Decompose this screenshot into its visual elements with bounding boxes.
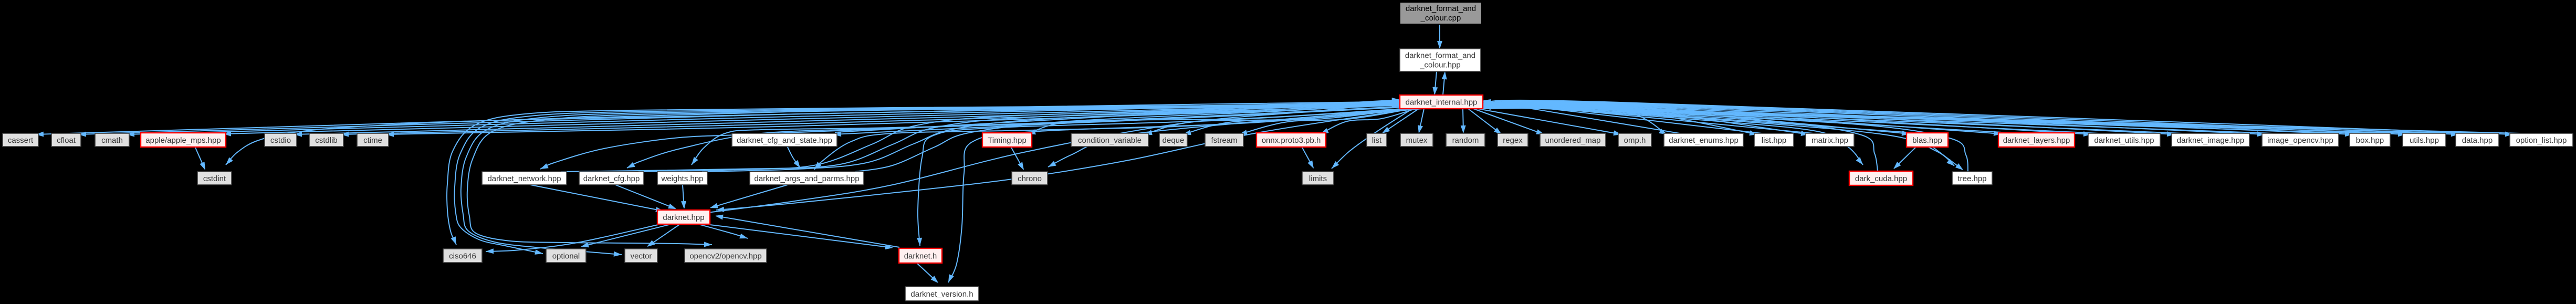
- svg-text:darknet_args_and_parms.hpp: darknet_args_and_parms.hpp: [754, 174, 859, 183]
- svg-text:cstdint: cstdint: [203, 174, 226, 183]
- svg-text:cstdlib: cstdlib: [315, 136, 338, 145]
- svg-text:cassert: cassert: [8, 136, 34, 145]
- svg-text:list: list: [1372, 136, 1382, 145]
- svg-text:cfloat: cfloat: [57, 136, 76, 145]
- svg-text:cstdio: cstdio: [270, 136, 291, 145]
- svg-text:darknet_network.hpp: darknet_network.hpp: [487, 174, 561, 183]
- svg-text:omp.h: omp.h: [1624, 136, 1646, 145]
- svg-text:_colour.hpp: _colour.hpp: [1419, 61, 1461, 70]
- svg-text:apple/apple_mps.hpp: apple/apple_mps.hpp: [145, 136, 221, 145]
- svg-text:box.hpp: box.hpp: [2356, 136, 2384, 145]
- svg-text:fstream: fstream: [1211, 136, 1237, 145]
- svg-text:unordered_map: unordered_map: [1545, 136, 1601, 145]
- svg-text:darknet.hpp: darknet.hpp: [663, 213, 704, 222]
- svg-text:dark_cuda.hpp: dark_cuda.hpp: [1855, 174, 1907, 183]
- svg-text:Timing.hpp: Timing.hpp: [988, 136, 1027, 145]
- svg-text:darknet_layers.hpp: darknet_layers.hpp: [2003, 136, 2070, 145]
- svg-text:cmath: cmath: [101, 136, 123, 145]
- svg-text:_colour.cpp: _colour.cpp: [1420, 14, 1461, 23]
- svg-text:data.hpp: data.hpp: [2462, 136, 2493, 145]
- svg-text:weights.hpp: weights.hpp: [661, 174, 703, 183]
- svg-text:opencv2/opencv.hpp: opencv2/opencv.hpp: [689, 252, 761, 261]
- svg-text:random: random: [1452, 136, 1479, 145]
- svg-text:darknet_format_and: darknet_format_and: [1406, 4, 1476, 13]
- svg-text:utils.hpp: utils.hpp: [2410, 136, 2439, 145]
- svg-text:blas.hpp: blas.hpp: [1912, 136, 1942, 145]
- svg-text:darknet_cfg.hpp: darknet_cfg.hpp: [583, 174, 640, 183]
- svg-text:darknet_image.hpp: darknet_image.hpp: [2177, 136, 2244, 145]
- svg-text:tree.hpp: tree.hpp: [1957, 174, 1986, 183]
- svg-text:optional: optional: [552, 252, 580, 261]
- svg-text:regex: regex: [1503, 136, 1523, 145]
- svg-text:option_list.hpp: option_list.hpp: [2516, 136, 2567, 145]
- svg-text:ciso646: ciso646: [449, 252, 476, 261]
- svg-text:vector: vector: [631, 252, 652, 261]
- svg-text:darknet_internal.hpp: darknet_internal.hpp: [1406, 98, 1478, 107]
- svg-text:matrix.hpp: matrix.hpp: [1811, 136, 1848, 145]
- svg-text:limits: limits: [1309, 174, 1327, 183]
- svg-text:chrono: chrono: [1018, 174, 1042, 183]
- svg-text:darknet_utils.hpp: darknet_utils.hpp: [2094, 136, 2154, 145]
- svg-text:condition_variable: condition_variable: [1078, 136, 1142, 145]
- svg-text:onnx.proto3.pb.h: onnx.proto3.pb.h: [1262, 136, 1321, 145]
- svg-text:darknet.h: darknet.h: [904, 252, 937, 261]
- svg-text:darknet_cfg_and_state.hpp: darknet_cfg_and_state.hpp: [737, 136, 832, 145]
- svg-text:darknet_version.h: darknet_version.h: [910, 290, 973, 299]
- svg-text:mutex: mutex: [1406, 136, 1428, 145]
- svg-text:list.hpp: list.hpp: [1762, 136, 1787, 145]
- svg-text:darknet_enums.hpp: darknet_enums.hpp: [1669, 136, 1739, 145]
- svg-text:image_opencv.hpp: image_opencv.hpp: [2267, 136, 2333, 145]
- svg-text:darknet_format_and: darknet_format_and: [1405, 51, 1475, 60]
- svg-text:ctime: ctime: [363, 136, 382, 145]
- svg-text:deque: deque: [1163, 136, 1185, 145]
